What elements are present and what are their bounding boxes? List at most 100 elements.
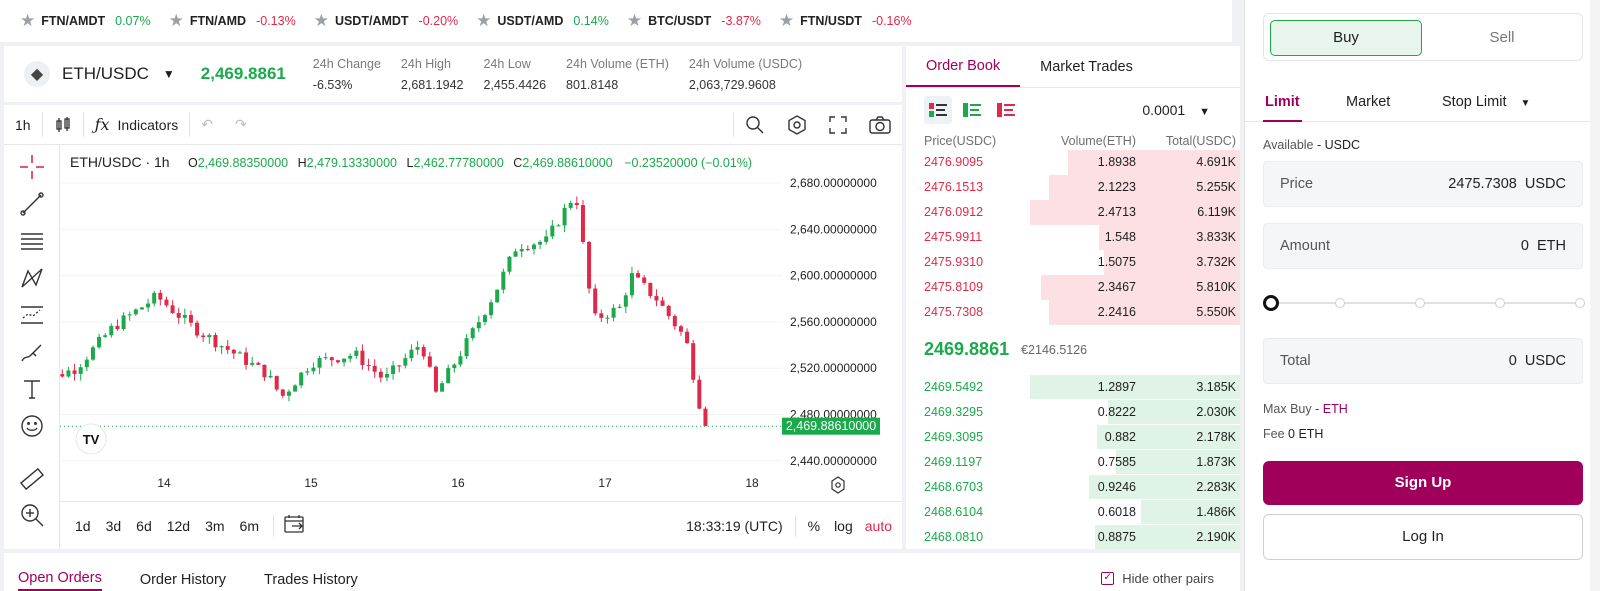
ticker-item[interactable]: ★ USDT/AMD 0.14% [476,11,609,31]
slider-step[interactable] [1335,298,1345,308]
candle-type-icon[interactable] [43,105,83,144]
tab-stop-limit[interactable]: Stop Limit ▼ [1442,82,1530,122]
indicators-button[interactable]: ƒx Indicators [84,105,190,144]
layout-asks-icon[interactable] [992,96,1020,124]
bid-row[interactable]: 2468.0810 0.8875 2.190K [906,524,1240,550]
slider-step[interactable] [1415,298,1425,308]
interval-button[interactable]: 1h [15,116,31,133]
log-in-button[interactable]: Log In [1263,514,1583,560]
sign-up-button[interactable]: Sign Up [1263,461,1583,505]
amount-field[interactable]: Amount 0 ETH [1263,223,1583,269]
price-field[interactable]: Price 2475.7308 USDC [1263,161,1583,207]
brush-icon[interactable] [16,336,48,368]
checkbox-checked-icon[interactable]: ✓ [1101,572,1115,585]
ticker-item[interactable]: ★ FTN/USDT -0.16% [779,11,912,31]
amount-value[interactable]: 0 ETH [1520,238,1566,254]
camera-icon[interactable] [858,105,902,144]
text-icon[interactable] [16,373,48,405]
ask-row[interactable]: 2476.0912 2.4713 6.119K [906,199,1240,225]
horizontal-lines-icon[interactable] [16,225,48,257]
row-price: 2475.7308 [924,305,984,320]
tab-trades-history[interactable]: Trades History [264,572,358,588]
row-volume: 1.5075 [1097,255,1136,270]
chevron-down-icon[interactable]: ▼ [162,67,175,81]
ask-row[interactable]: 2475.9310 1.5075 3.732K [906,249,1240,275]
star-icon[interactable]: ★ [20,11,36,30]
bid-row[interactable]: 2469.1197 0.7585 1.873K [906,449,1240,475]
ticker-item[interactable]: ★ FTN/AMD -0.13% [169,11,296,31]
star-icon[interactable]: ★ [313,11,329,30]
candle [623,292,628,314]
bid-row[interactable]: 2468.6104 0.6018 1.486K [906,499,1240,525]
axis-settings-icon[interactable] [831,476,845,494]
ask-row[interactable]: 2475.7308 2.2416 5.550K [906,299,1240,325]
layout-bids-icon[interactable] [958,96,986,124]
bid-row[interactable]: 2468.6703 0.9246 2.283K [906,474,1240,500]
utc-clock[interactable]: 18:33:19 (UTC) [686,517,783,534]
total-field[interactable]: Total 0 USDC [1263,338,1583,384]
bid-row[interactable]: 2469.3295 0.8222 2.030K [906,399,1240,425]
bid-row[interactable]: 2469.5492 1.2897 3.185K [906,374,1240,400]
range-12d[interactable]: 12d [166,517,191,534]
crosshair-icon[interactable] [16,151,48,183]
pattern-icon[interactable] [16,262,48,294]
range-3m[interactable]: 3m [205,517,225,534]
tab-market-trades[interactable]: Market Trades [1040,58,1133,75]
undo-icon[interactable]: ↶ [201,116,213,132]
layout-both-icon[interactable] [924,96,952,124]
scrollbar[interactable] [1590,0,1600,591]
ticker-item[interactable]: ★ USDT/AMDT -0.20% [314,11,458,31]
range-3d[interactable]: 3d [105,517,122,534]
chart-toolbar: 1h ƒx Indicators ↶ ↷ [4,105,902,145]
tab-open-orders[interactable]: Open Orders [18,570,102,591]
ticker-item[interactable]: ★ FTN/AMDT 0.07% [20,11,151,31]
ruler-icon[interactable] [16,463,48,495]
tab-limit[interactable]: Limit [1263,82,1302,122]
range-6m[interactable]: 6m [239,517,259,534]
stats-row: 24h Change -6.53% 24h High 2,681.1942 24h Lo… [293,57,802,92]
pair-selector[interactable]: ETH/USDC [62,64,149,83]
percent-toggle[interactable]: % [807,517,821,534]
hide-other-pairs[interactable]: ✓ Hide other pairs [1101,571,1214,586]
ask-row[interactable]: 2475.8109 2.3467 5.810K [906,274,1240,300]
emoji-icon[interactable] [16,410,48,442]
slider-step[interactable] [1495,298,1505,308]
bids-list: 2469.5492 1.2897 3.185K 2469.3295 0.8222 2.03… [906,374,1240,550]
tradingview-logo[interactable]: TV [75,423,107,455]
star-icon[interactable]: ★ [626,11,643,30]
star-icon[interactable]: ★ [778,11,795,30]
precision-select[interactable]: 0.0001 ▼ [1142,102,1210,118]
ask-row[interactable]: 2476.9095 1.8938 4.691K [906,150,1240,175]
candlestick-chart[interactable]: 2,680.00000000 2,640.00000000 2,600.000000… [60,145,902,501]
bid-row[interactable]: 2469.3095 0.882 2.178K [906,424,1240,450]
total-value[interactable]: 0 USDC [1508,353,1566,369]
zoom-in-icon[interactable] [16,499,48,531]
slider-handle[interactable] [1263,295,1279,311]
star-icon[interactable]: ★ [168,11,184,30]
log-toggle[interactable]: log [834,517,853,534]
tab-market[interactable]: Market [1346,94,1391,110]
tab-order-book[interactable]: Order Book [906,46,1021,87]
redo-icon[interactable]: ↷ [234,116,247,132]
ticker-item[interactable]: ★ BTC/USDT -3.87% [627,11,761,31]
amount-slider[interactable] [1263,295,1585,311]
forecast-icon[interactable] [16,299,48,331]
ask-row[interactable]: 2476.1513 2.1223 5.255K [906,174,1240,200]
row-total: 5.810K [1196,280,1236,295]
stat-value: -6.53% [312,77,353,92]
sell-button[interactable]: Sell [1489,29,1515,46]
trend-line-icon[interactable] [16,188,48,220]
date-range-icon[interactable] [284,514,306,537]
range-6d[interactable]: 6d [136,517,152,534]
quick-search-icon[interactable] [734,105,776,144]
tab-order-history[interactable]: Order History [139,572,227,588]
auto-toggle[interactable]: auto [864,517,892,534]
buy-button[interactable]: Buy [1270,20,1422,56]
range-1d[interactable]: 1d [75,517,91,534]
ask-row[interactable]: 2475.9911 1.548 3.833K [906,224,1240,250]
settings-icon[interactable] [776,105,818,144]
slider-step[interactable] [1575,298,1585,308]
price-value[interactable]: 2475.7308 USDC [1448,176,1566,192]
fullscreen-icon[interactable] [818,105,858,144]
star-icon[interactable]: ★ [476,11,492,30]
